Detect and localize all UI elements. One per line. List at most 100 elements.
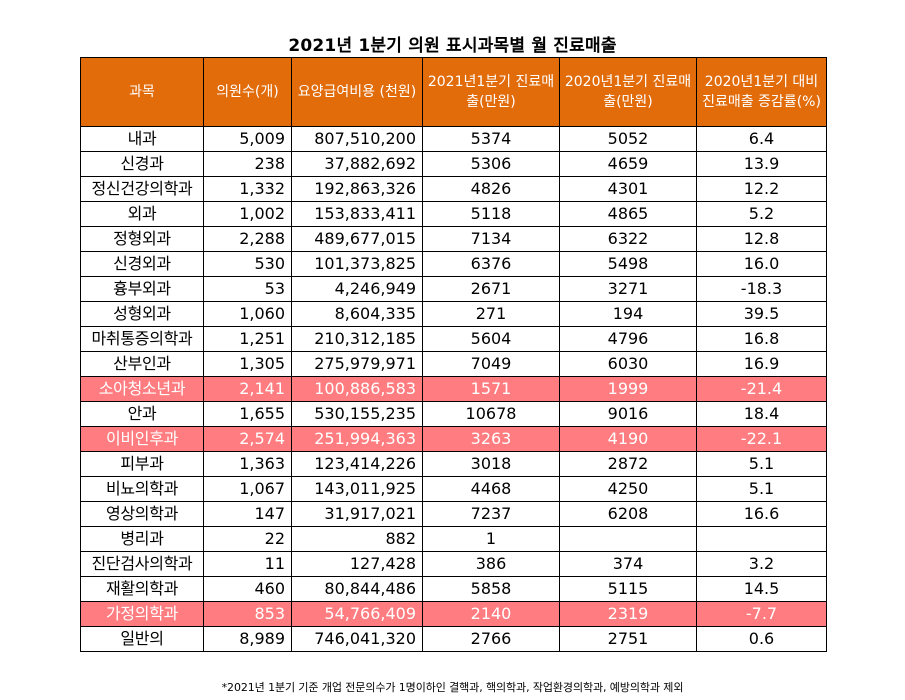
table-row: 가정의학과 853 54,766,409 2140 2319 -7.7	[80, 601, 827, 627]
cell-change: 13.9	[696, 151, 827, 177]
cell-cost: 210,312,185	[291, 326, 423, 352]
cell-rev-2021: 1	[422, 526, 560, 552]
cell-change: 18.4	[696, 401, 827, 427]
cell-dept: 병리과	[80, 526, 204, 552]
cell-change: 16.8	[696, 326, 827, 352]
cell-rev-2021: 2140	[422, 601, 560, 627]
cell-dept: 정신건강의학과	[80, 176, 204, 202]
table-row: 성형외과 1,060 8,604,335 271 194 39.5	[80, 301, 827, 327]
table-row: 병리과 22 882 1	[80, 526, 827, 552]
cell-change: 16.9	[696, 351, 827, 377]
cell-rev-2020: 4865	[559, 201, 697, 227]
cell-cost: 80,844,486	[291, 576, 423, 602]
cell-rev-2021: 5306	[422, 151, 560, 177]
cell-clinics: 2,141	[203, 376, 292, 402]
cell-change: 5.2	[696, 201, 827, 227]
table-row: 신경과 238 37,882,692 5306 4659 13.9	[80, 151, 827, 177]
footnote: *2021년 1분기 기준 개업 전문의수가 1명이하인 결핵과, 핵의학과, …	[221, 681, 684, 694]
cell-dept: 산부인과	[80, 351, 204, 377]
cell-clinics: 8,989	[203, 626, 292, 652]
table-row: 피부과 1,363 123,414,226 3018 2872 5.1	[80, 451, 827, 477]
table-row: 마취통증의학과 1,251 210,312,185 5604 4796 16.8	[80, 326, 827, 352]
cell-rev-2020: 4250	[559, 476, 697, 502]
cell-cost: 251,994,363	[291, 426, 423, 452]
cell-rev-2020	[559, 526, 697, 552]
table-row: 일반의 8,989 746,041,320 2766 2751 0.6	[80, 626, 827, 652]
table-row: 이비인후과 2,574 251,994,363 3263 4190 -22.1	[80, 426, 827, 452]
cell-rev-2021: 5858	[422, 576, 560, 602]
cell-cost: 100,886,583	[291, 376, 423, 402]
table-row: 영상의학과 147 31,917,021 7237 6208 16.6	[80, 501, 827, 527]
cell-dept: 내과	[80, 126, 204, 152]
cell-rev-2021: 271	[422, 301, 560, 327]
cell-change: -7.7	[696, 601, 827, 627]
cell-cost: 143,011,925	[291, 476, 423, 502]
cell-rev-2020: 9016	[559, 401, 697, 427]
cell-change: 0.6	[696, 626, 827, 652]
header-change: 2020년1분기 대비 진료매출 증감률(%)	[696, 57, 827, 127]
cell-rev-2020: 2319	[559, 601, 697, 627]
table-row: 안과 1,655 530,155,235 10678 9016 18.4	[80, 401, 827, 427]
cell-clinics: 11	[203, 551, 292, 577]
table-row: 외과 1,002 153,833,411 5118 4865 5.2	[80, 201, 827, 227]
cell-clinics: 530	[203, 251, 292, 277]
table-row: 신경외과 530 101,373,825 6376 5498 16.0	[80, 251, 827, 277]
table-row: 재활의학과 460 80,844,486 5858 5115 14.5	[80, 576, 827, 602]
cell-change: 5.1	[696, 476, 827, 502]
cell-change: 12.2	[696, 176, 827, 202]
cell-dept: 성형외과	[80, 301, 204, 327]
cell-dept: 재활의학과	[80, 576, 204, 602]
cell-dept: 소아청소년과	[80, 376, 204, 402]
cell-dept: 신경외과	[80, 251, 204, 277]
cell-dept: 이비인후과	[80, 426, 204, 452]
cell-clinics: 1,251	[203, 326, 292, 352]
cell-rev-2021: 3263	[422, 426, 560, 452]
cell-rev-2020: 374	[559, 551, 697, 577]
cell-dept: 일반의	[80, 626, 204, 652]
cell-cost: 127,428	[291, 551, 423, 577]
cell-cost: 123,414,226	[291, 451, 423, 477]
cell-cost: 101,373,825	[291, 251, 423, 277]
table-row: 비뇨의학과 1,067 143,011,925 4468 4250 5.1	[80, 476, 827, 502]
cell-dept: 신경과	[80, 151, 204, 177]
cell-clinics: 2,288	[203, 226, 292, 252]
cell-rev-2021: 5374	[422, 126, 560, 152]
cell-clinics: 1,060	[203, 301, 292, 327]
cell-cost: 807,510,200	[291, 126, 423, 152]
cell-clinics: 22	[203, 526, 292, 552]
cell-dept: 비뇨의학과	[80, 476, 204, 502]
cell-rev-2021: 2671	[422, 276, 560, 302]
table-title: 2021년 1분기 의원 표시과목별 월 진료매출	[288, 36, 617, 56]
cell-rev-2020: 4190	[559, 426, 697, 452]
table-row: 진단검사의학과 11 127,428 386 374 3.2	[80, 551, 827, 577]
cell-cost: 8,604,335	[291, 301, 423, 327]
revenue-table: 과목 의원수(개) 요양급여비용 (천원) 2021년1분기 진료매출(만원) …	[80, 57, 827, 652]
cell-cost: 31,917,021	[291, 501, 423, 527]
table-row: 정신건강의학과 1,332 192,863,326 4826 4301 12.2	[80, 176, 827, 202]
cell-rev-2021: 1571	[422, 376, 560, 402]
cell-cost: 54,766,409	[291, 601, 423, 627]
cell-dept: 가정의학과	[80, 601, 204, 627]
cell-rev-2020: 4659	[559, 151, 697, 177]
cell-rev-2021: 4468	[422, 476, 560, 502]
cell-dept: 안과	[80, 401, 204, 427]
cell-cost: 882	[291, 526, 423, 552]
cell-change: 39.5	[696, 301, 827, 327]
header-row: 과목 의원수(개) 요양급여비용 (천원) 2021년1분기 진료매출(만원) …	[80, 57, 827, 127]
header-dept: 과목	[80, 57, 204, 127]
cell-change: 6.4	[696, 126, 827, 152]
cell-rev-2020: 194	[559, 301, 697, 327]
cell-clinics: 853	[203, 601, 292, 627]
table-body: 내과 5,009 807,510,200 5374 5052 6.4 신경과 238 37,88…	[80, 126, 827, 652]
cell-rev-2021: 5604	[422, 326, 560, 352]
cell-rev-2021: 386	[422, 551, 560, 577]
cell-rev-2020: 5498	[559, 251, 697, 277]
cell-rev-2020: 2751	[559, 626, 697, 652]
cell-cost: 4,246,949	[291, 276, 423, 302]
cell-dept: 피부과	[80, 451, 204, 477]
cell-change	[696, 526, 827, 552]
cell-cost: 275,979,971	[291, 351, 423, 377]
cell-dept: 정형외과	[80, 226, 204, 252]
cell-change: -22.1	[696, 426, 827, 452]
cell-clinics: 1,655	[203, 401, 292, 427]
